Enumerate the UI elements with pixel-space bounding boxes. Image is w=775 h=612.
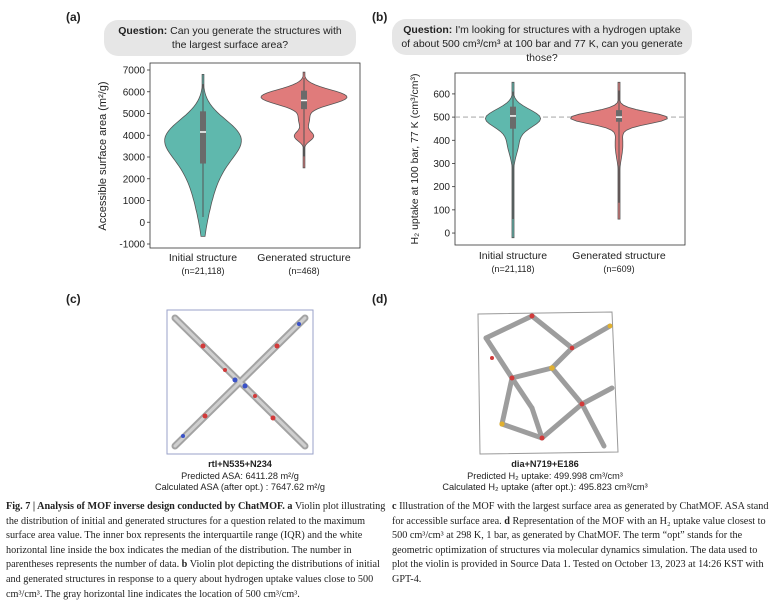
- calculated-value: Calculated H₂ uptake (after opt.): 495.8…: [442, 482, 648, 492]
- x-count-initial: (n=21,118): [181, 266, 224, 276]
- y-tick-label: 6000: [123, 87, 146, 98]
- mof-c-caption: rtl+N535+N234 Predicted ASA: 6411.28 m²/…: [140, 459, 340, 494]
- caption-a-text: Violin plot illustrating the distributio…: [6, 501, 386, 571]
- plot-frame: [454, 72, 686, 246]
- panel-b-label: (b): [372, 10, 388, 24]
- y-tick-label: 200: [433, 182, 450, 193]
- violin-chart-a: -1000 0 1000 2000 3000 4000 5000 6000 7000 Acces…: [97, 62, 361, 276]
- x-tick-generated: Generated structure: [257, 252, 351, 264]
- panel-c-label: (c): [66, 292, 81, 306]
- caption-c-label: c: [392, 501, 397, 512]
- violins: [164, 71, 348, 237]
- x-count-generated: (n=609): [603, 264, 634, 274]
- mof-d-caption: dia+N719+E186 Predicted H₂ uptake: 499.9…: [420, 459, 670, 494]
- calculated-value: Calculated ASA (after opt.) : 7647.62 m²…: [154, 482, 326, 492]
- y-tick-label: 0: [444, 229, 450, 240]
- x-tick-generated: Generated structure: [572, 250, 666, 262]
- question-bubble-a: Question: Can you generate the structure…: [104, 20, 356, 56]
- caption-b-text: Violin plot depicting the distributions …: [6, 559, 380, 600]
- violins: [484, 81, 668, 239]
- y-tick-label: 0: [139, 218, 145, 229]
- y-axis-label: H₂ uptake at 100 bar, 77 K (cm³/cm³): [409, 74, 421, 245]
- question-prefix: Question:: [403, 24, 453, 36]
- y-tick-label: 1000: [123, 196, 146, 207]
- fig-label: Fig. 7 | Analysis of MOF inverse design …: [6, 501, 285, 512]
- y-tick-label: 400: [433, 136, 450, 147]
- panel-d-label: (d): [372, 292, 388, 306]
- iqr-box: [616, 110, 622, 122]
- x-count-initial: (n=21,118): [491, 264, 534, 274]
- x-tick-initial: Initial structure: [479, 250, 547, 262]
- x-count-generated: (n=468): [288, 266, 319, 276]
- y-tick-label: 600: [433, 89, 450, 100]
- x-tick-initial: Initial structure: [169, 252, 237, 264]
- y-tick-label: 300: [433, 159, 450, 170]
- mof-structure-d-image: [477, 311, 619, 455]
- mof-structure-c-image: [166, 309, 314, 455]
- y-tick-label: 500: [433, 113, 450, 124]
- figure-caption-left: Fig. 7 | Analysis of MOF inverse design …: [6, 500, 388, 608]
- y-tick-label: 4000: [123, 131, 146, 142]
- predicted-value: Predicted H₂ uptake: 499.998 cm³/cm³: [467, 470, 623, 481]
- predicted-value: Predicted ASA: 6411.28 m²/g: [181, 470, 299, 481]
- caption-d-text: Representation of the MOF with an H₂ upt…: [392, 515, 766, 585]
- y-tick-label: 3000: [123, 153, 146, 164]
- caption-a-label: a: [287, 501, 293, 512]
- y-axis-label: Accessible surface area (m²/g): [97, 81, 109, 230]
- figure-caption-right: c Illustration of the MOF with the large…: [392, 500, 770, 608]
- violin-chart-b: 0 100 200 300 400 500 600 H₂ uptake at 100 bar…: [409, 72, 686, 274]
- iqr-box: [200, 111, 206, 164]
- y-tick-label: 5000: [123, 109, 146, 120]
- question-text: Can you generate the structures with the…: [170, 25, 342, 51]
- iqr-box: [510, 106, 516, 129]
- y-tick-label: 7000: [123, 66, 146, 77]
- question-bubble-b: Question: I'm looking for structures wit…: [392, 19, 692, 64]
- y-axis-ticks: 0 100 200 300 400 500 600: [433, 89, 455, 240]
- y-tick-label: -1000: [119, 240, 145, 251]
- y-axis-ticks: -1000 0 1000 2000 3000 4000 5000 6000 7000: [119, 66, 150, 251]
- caption-c-text: Illustration of the MOF with the largest…: [392, 501, 769, 527]
- structure-name: dia+N719+E186: [511, 459, 579, 469]
- caption-d-label: d: [504, 515, 510, 527]
- panel-a-label: (a): [66, 10, 81, 24]
- question-text: I'm looking for structures with a hydrog…: [401, 24, 683, 64]
- structure-name: rtl+N535+N234: [208, 459, 272, 469]
- caption-b-label: b: [181, 559, 188, 571]
- question-prefix: Question:: [118, 25, 168, 37]
- y-tick-label: 2000: [123, 174, 146, 185]
- y-tick-label: 100: [433, 205, 450, 216]
- plot-frame: [149, 62, 361, 249]
